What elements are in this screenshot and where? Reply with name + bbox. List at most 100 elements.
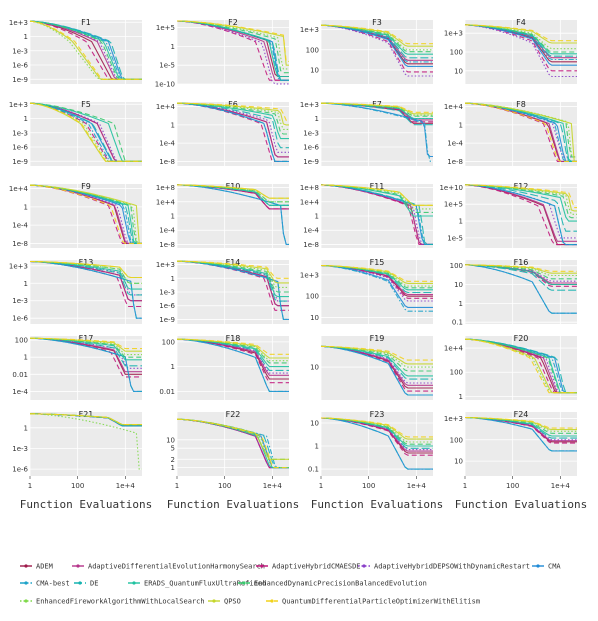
series-line xyxy=(464,416,577,452)
y-tick-label: 1e-3 xyxy=(12,445,28,453)
y-tick-label: 100 xyxy=(450,49,463,57)
series-line xyxy=(320,264,433,312)
series-line xyxy=(464,264,577,314)
legend-marker xyxy=(270,599,274,603)
y-tick-label: 1e-3 xyxy=(12,129,28,137)
y-tick-label: 1 xyxy=(24,203,28,211)
series-line xyxy=(30,337,142,350)
panel-title: F10 xyxy=(226,182,241,191)
series-line xyxy=(464,102,577,162)
series-line xyxy=(321,345,433,361)
y-tick-label: 1 xyxy=(171,363,175,371)
x-axis-title: Function Evaluations xyxy=(20,498,152,511)
y-tick-label: 2 xyxy=(171,456,175,464)
panel-title: F15 xyxy=(370,258,385,267)
series-line xyxy=(320,264,433,282)
y-tick-label: 100 xyxy=(306,293,319,301)
x-tick-label: 1e+4 xyxy=(407,482,427,490)
x-tick-label: 1e+4 xyxy=(116,482,136,490)
y-tick-label: 1e-10 xyxy=(155,81,175,89)
y-tick-label: 1e+3 xyxy=(9,101,28,109)
panel-title: F11 xyxy=(370,182,385,191)
panel-title: F20 xyxy=(514,334,529,343)
series-line xyxy=(30,413,142,470)
legend-label: QuantumDifferentialParticleOptimizerWith… xyxy=(282,598,480,606)
y-tick-label: 10 xyxy=(454,458,463,466)
legend-label: ADEM xyxy=(36,563,53,571)
y-tick-label: 1e-5 xyxy=(159,62,175,70)
legend-marker xyxy=(536,564,540,568)
panel-background xyxy=(321,102,433,166)
x-tick-label: 1 xyxy=(175,482,179,490)
panel-title: F16 xyxy=(514,258,529,267)
y-tick-label: 10 xyxy=(310,364,319,372)
panel-title: F9 xyxy=(81,182,91,191)
y-tick-label: 1e-5 xyxy=(447,234,463,242)
y-tick-label: 1e-6 xyxy=(303,144,319,152)
y-tick-label: 100 xyxy=(450,369,463,377)
y-tick-label: 1 xyxy=(315,115,319,123)
legend-label: DE xyxy=(90,580,98,588)
y-tick-label: 0.01 xyxy=(159,388,175,396)
y-tick-label: 1e-3 xyxy=(159,289,175,297)
series-line xyxy=(465,102,577,162)
y-tick-label: 1e-9 xyxy=(303,158,319,166)
series-line xyxy=(29,20,142,80)
y-tick-label: 1e+4 xyxy=(300,198,320,206)
series-line xyxy=(30,184,142,244)
y-tick-label: 1 xyxy=(24,354,28,362)
legend-marker xyxy=(132,581,136,585)
y-tick-label: 1e-9 xyxy=(12,76,28,84)
y-tick-label: 1e-4 xyxy=(12,222,28,230)
series-line xyxy=(465,24,577,42)
series-line xyxy=(320,184,433,206)
series-line xyxy=(177,338,289,355)
panel-title: F2 xyxy=(228,18,238,27)
y-tick-label: 1 xyxy=(459,121,463,129)
y-tick-label: 1e+4 xyxy=(156,198,176,206)
y-tick-label: 1e-4 xyxy=(303,227,319,235)
y-tick-label: 10 xyxy=(310,419,319,427)
y-tick-label: 10 xyxy=(454,67,463,75)
series-line xyxy=(176,418,289,469)
legend-marker xyxy=(260,564,264,568)
series-line xyxy=(321,417,433,438)
y-tick-label: 1 xyxy=(24,33,28,41)
x-tick-label: 1e+4 xyxy=(551,482,571,490)
y-tick-label: 1e-6 xyxy=(12,62,28,70)
panel-title: F12 xyxy=(514,182,529,191)
legend-marker xyxy=(24,599,28,603)
panel-background xyxy=(30,20,142,84)
y-tick-label: 1e+3 xyxy=(9,262,28,270)
y-tick-label: 1e+5 xyxy=(444,201,463,209)
series-line xyxy=(465,184,577,209)
y-tick-label: 1e+3 xyxy=(300,271,319,279)
y-tick-label: 10 xyxy=(310,314,319,322)
panel-background xyxy=(30,102,142,166)
y-tick-label: 1e-4 xyxy=(159,227,175,235)
panel-background xyxy=(177,412,289,476)
series-line xyxy=(176,184,289,245)
y-tick-label: 1 xyxy=(315,443,319,451)
y-tick-label: 0.1 xyxy=(452,319,463,327)
y-tick-label: 1e-9 xyxy=(12,158,28,166)
y-tick-label: 100 xyxy=(450,436,463,444)
y-tick-label: 1e+4 xyxy=(444,345,464,353)
legend-label: EnhancedFireworkAlgorithmWithLocalSearch xyxy=(36,598,205,606)
x-tick-label: 100 xyxy=(71,482,84,490)
panel-title: F14 xyxy=(226,258,241,267)
y-tick-label: 1e-6 xyxy=(159,302,175,310)
y-tick-label: 1 xyxy=(459,300,463,308)
panel-title: F24 xyxy=(514,410,529,419)
panel-title: F17 xyxy=(79,334,94,343)
series-line xyxy=(29,20,142,80)
legend-marker xyxy=(24,564,28,568)
y-tick-label: 1e-9 xyxy=(159,316,175,324)
series-line xyxy=(29,102,142,162)
y-tick-label: 100 xyxy=(162,338,175,346)
series-line xyxy=(464,338,577,394)
panel-title: F23 xyxy=(370,410,385,419)
x-axis-title: Function Evaluations xyxy=(311,498,443,511)
panel-title: F5 xyxy=(81,100,91,109)
